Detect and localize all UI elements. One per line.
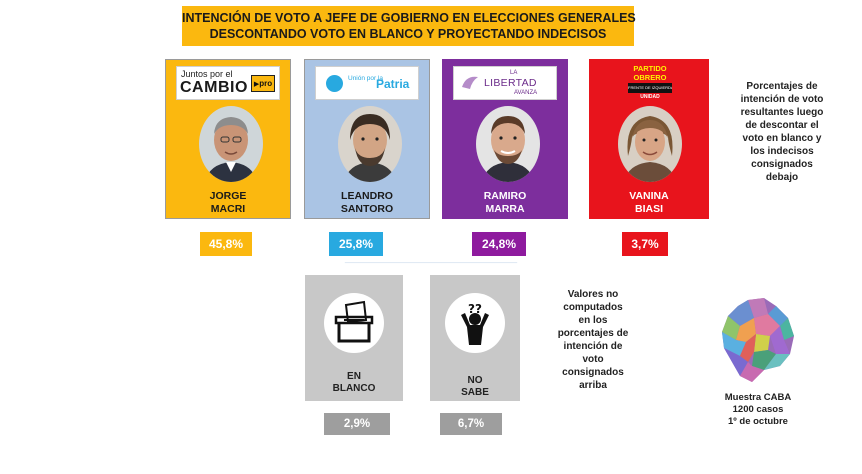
logo-text-line-2: Patria [376, 77, 410, 91]
chart-title: INTENCIÓN DE VOTO A JEFE DE GOBIERNO EN … [182, 6, 636, 46]
candidate-first-name: VANINA [629, 190, 669, 202]
label-no-sabe: NO SABE [430, 375, 520, 399]
note-percentages: Porcentajes de intención de voto resulta… [722, 80, 842, 184]
candidate-last-name: MARRA [485, 203, 525, 215]
candidate-card-marra: LA LIBERTAD AVANZA RAMIRO MARRA [442, 59, 568, 219]
percent-badge-en-blanco: 2,9% [324, 413, 390, 435]
title-line-2: DESCONTANDO VOTO EN BLANCO Y PROYECTANDO… [209, 27, 607, 41]
note-line: voto [582, 354, 604, 365]
confused-person-icon: ?? [445, 293, 505, 353]
up-logo-icon [326, 75, 343, 92]
pro-logo: ▶pro [251, 75, 275, 92]
label-en-blanco: EN BLANCO [305, 371, 403, 395]
sample-info: Muestra CABA 1200 casos 1º de octubre [708, 392, 808, 428]
percent-badge-santoro: 25,8% [329, 232, 383, 256]
note-line: arriba [579, 380, 607, 391]
candidate-photo [476, 106, 540, 182]
logo-text-line-2: CAMBIO [180, 79, 248, 96]
percent-badge-no-sabe: 6,7% [440, 413, 502, 435]
note-excluded-values: Valores no computados en los porcentajes… [538, 288, 648, 392]
caba-map-icon [718, 296, 798, 386]
candidate-photo [338, 106, 402, 182]
logo-text-line-1: LA [510, 70, 518, 76]
sample-line: 1º de octubre [728, 416, 788, 427]
logo-text-line-1: Juntos por el [181, 69, 233, 79]
logo-text-line-1: Unión por la [348, 75, 384, 82]
card-no-sabe: ?? NO SABE [430, 275, 520, 401]
note-line: en los [578, 315, 608, 326]
portrait-icon [199, 106, 263, 182]
note-line: intención de [563, 341, 623, 352]
note-line: porcentajes de [557, 328, 629, 339]
candidate-photo [618, 106, 682, 182]
note-line: Valores no [567, 289, 619, 300]
party-logo-partido-obrero: PARTIDO OBRERO FRENTE DE IZQUIERDA UNIDA… [624, 64, 676, 104]
logo-text-line-4: UNIDAD [640, 94, 660, 100]
sample-line: Muestra CABA [724, 392, 792, 403]
portrait-icon [618, 106, 682, 182]
label-line-2: SABE [461, 387, 489, 398]
pro-logo-text: pro [259, 79, 273, 88]
note-line: intención de voto [740, 94, 824, 105]
sample-line: 1200 casos [732, 404, 784, 415]
title-line-1: INTENCIÓN DE VOTO A JEFE DE GOBIERNO EN … [182, 11, 636, 25]
candidate-name-biasi: VANINA BIASI [590, 190, 708, 216]
candidate-last-name: BIASI [634, 203, 663, 215]
candidate-card-macri: Juntos por el CAMBIO ▶pro JORGE MACRI [165, 59, 291, 219]
logo-text-line-3: AVANZA [514, 90, 538, 96]
note-line: computados [563, 302, 623, 313]
portrait-icon [476, 106, 540, 182]
portrait-icon [338, 106, 402, 182]
percent-badge-macri: 45,8% [200, 232, 252, 256]
party-logo-union-por-la-patria: Unión por la Patria [315, 66, 419, 100]
note-line: consignados [562, 367, 624, 378]
logo-text-line-2: LIBERTAD [484, 77, 537, 89]
percent-badge-marra: 24,8% [472, 232, 526, 256]
card-en-blanco: EN BLANCO [305, 275, 403, 401]
candidate-photo [199, 106, 263, 182]
label-line-2: BLANCO [332, 383, 376, 394]
logo-text-line-2: OBRERO [633, 73, 667, 82]
note-line: resultantes luego [740, 107, 824, 118]
candidate-name-marra: RAMIRO MARRA [443, 190, 567, 216]
label-line-1: EN [347, 371, 361, 382]
candidate-card-biasi: PARTIDO OBRERO FRENTE DE IZQUIERDA UNIDA… [589, 59, 709, 219]
candidate-first-name: JORGE [209, 190, 247, 202]
svg-text:??: ?? [468, 302, 482, 316]
lion-logo-icon [460, 73, 480, 93]
candidate-card-santoro: Unión por la Patria LEANDRO SANTORO [304, 59, 430, 219]
party-logo-la-libertad-avanza: LA LIBERTAD AVANZA [453, 66, 557, 100]
candidate-first-name: LEANDRO [341, 190, 393, 202]
candidate-name-santoro: LEANDRO SANTORO [305, 190, 429, 216]
note-line: consignados [751, 159, 813, 170]
candidate-name-macri: JORGE MACRI [166, 190, 290, 216]
logo-text-line-1: PARTIDO [633, 64, 667, 73]
note-line: de descontar el [745, 120, 819, 131]
note-line: Porcentajes de [746, 81, 818, 92]
percent-badge-biasi: 3,7% [622, 232, 668, 256]
note-line: voto en blanco y [742, 133, 822, 144]
label-line-1: NO [467, 375, 483, 386]
candidate-last-name: SANTORO [340, 203, 394, 215]
ballot-box-icon [324, 293, 384, 353]
note-line: los indecisos [750, 146, 814, 157]
logo-text-line-3: FRENTE DE IZQUIERDA [628, 83, 672, 93]
section-divider [344, 262, 518, 263]
candidate-last-name: MACRI [210, 203, 246, 215]
candidate-first-name: RAMIRO [483, 190, 527, 202]
note-line: debajo [765, 172, 799, 183]
party-logo-juntos-por-el-cambio: Juntos por el CAMBIO ▶pro [176, 66, 280, 100]
